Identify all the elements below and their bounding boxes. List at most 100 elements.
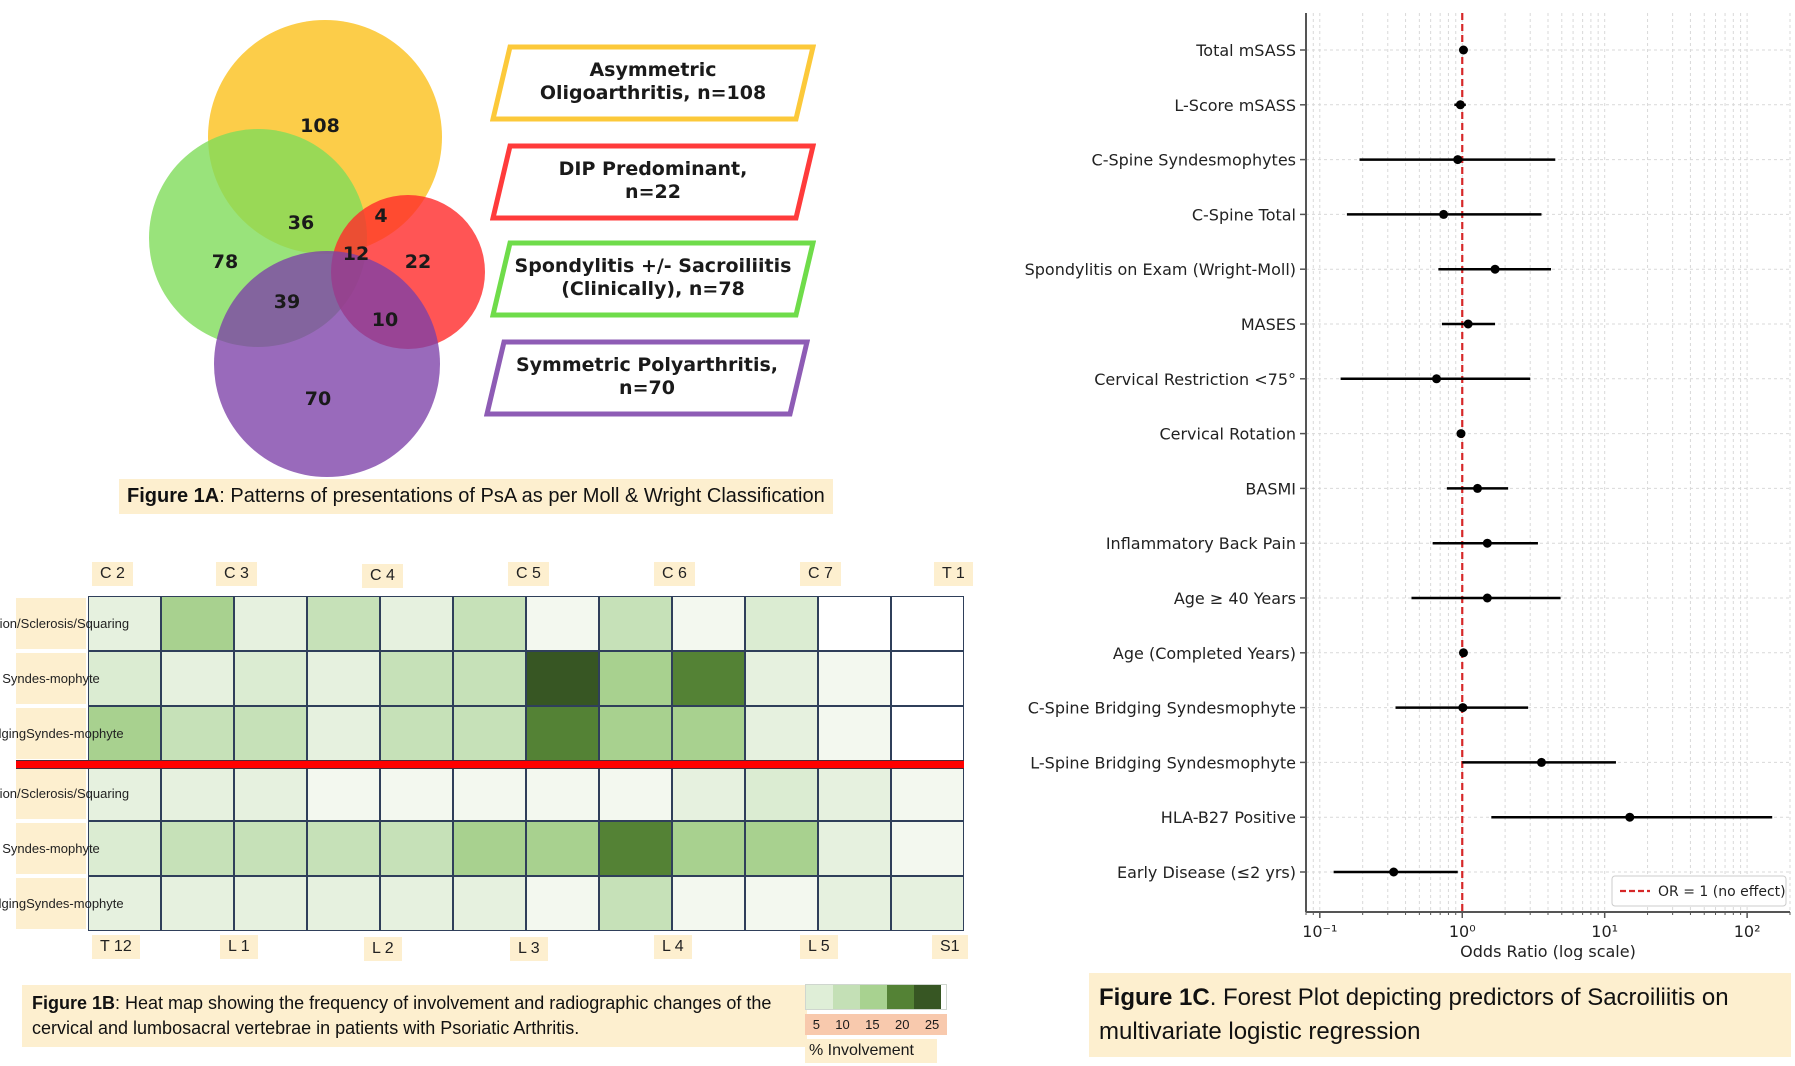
venn-legend-text: Asymmetric Oligoarthritis, n=108 [510, 59, 796, 105]
lumbar-heatmap-cell [818, 821, 891, 876]
forest-row-label: L-Spine Bridging Syndesmophyte [1030, 753, 1296, 772]
lumbar-heatmap-cell [453, 876, 526, 931]
forest-row-label: L-Score mSASS [1174, 96, 1296, 115]
x-tick-label: 10² [1734, 922, 1761, 941]
cervical-heatmap-cell [234, 706, 307, 761]
cervical-heatmap-cell [672, 706, 745, 761]
odds-ratio-point [1439, 209, 1449, 219]
lumbar-vertebra-label: L 3 [510, 937, 548, 961]
venn-diagram: 108 36 4 78 12 22 39 10 70 [149, 20, 485, 477]
lumbar-heatmap-cell [380, 766, 453, 821]
cervical-heatmap-cell [526, 596, 599, 651]
odds-ratio-point [1432, 374, 1442, 384]
odds-ratio-point [1625, 812, 1635, 822]
odds-ratio-point [1536, 757, 1546, 767]
cervical-vertebra-label: C 5 [508, 562, 549, 586]
cervical-heatmap-cell [307, 706, 380, 761]
venn-label-dip: 22 [405, 251, 431, 273]
lumbar-heatmap-cell [891, 876, 964, 931]
venn-legend-box: Asymmetric Oligoarthritis, n=108 [490, 44, 816, 122]
lumbar-heatmap-cell [745, 876, 818, 931]
cervical-heatmap-cell [380, 596, 453, 651]
odds-ratio-point [1389, 867, 1399, 877]
venn-legend-line1: Spondylitis +/- Sacroiliitis [514, 255, 792, 277]
cervical-heatmap-cell [380, 706, 453, 761]
heatmap-legend-tick: 5 [812, 1017, 820, 1032]
forest-row-label: C-Spine Bridging Syndesmophyte [1028, 699, 1296, 718]
lumbar-heatmap-cell [672, 766, 745, 821]
lumbar-vertebra-label: T 12 [92, 935, 140, 959]
heatmap-legend: 5 10 15 20 25 % Involvement [805, 984, 947, 1063]
cervical-vertebra-label: C 4 [362, 564, 403, 588]
lumbar-heatmap-cell [526, 821, 599, 876]
venn-label-asym: 108 [300, 115, 340, 137]
lumbar-heatmap-cell [88, 766, 161, 821]
venn-legend-box: DIP Predominant, n=22 [490, 143, 816, 221]
heatmap-legend-swatch [887, 985, 914, 1009]
lumbar-heatmap-cell [745, 821, 818, 876]
figure-1a-caption: Figure 1A: Patterns of presentations of … [119, 479, 833, 514]
cervical-heatmap-cell [307, 596, 380, 651]
heatmap-legend-swatch [914, 985, 941, 1009]
venn-legend-line2: n=22 [625, 181, 681, 203]
figure-1c-caption-text: . Forest Plot depicting predictors of Sa… [1099, 984, 1729, 1045]
figure-1b-caption-bold: Figure 1B [32, 993, 116, 1013]
venn-label-asym-spond: 36 [288, 212, 314, 234]
heatmap-legend-swatch [806, 985, 833, 1009]
odds-ratio-point [1490, 264, 1500, 274]
venn-label-sym: 70 [305, 388, 331, 410]
venn-legend-box: Spondylitis +/- Sacroiliitis (Clinically)… [490, 240, 816, 318]
venn-legend-text: Spondylitis +/- Sacroiliitis (Clinically)… [510, 255, 796, 301]
venn-label-spond-sym: 39 [274, 291, 300, 313]
figure-1a-caption-text: : Patterns of presentations of PsA as pe… [219, 485, 825, 507]
odds-ratio-point [1453, 155, 1463, 165]
odds-ratio-point [1482, 538, 1492, 548]
cervical-heatmap-cell [891, 706, 964, 761]
x-tick-label: 10⁻¹ [1302, 922, 1337, 941]
heatmap-legend-tick: 15 [865, 1017, 880, 1032]
figure-1b-caption-text: : Heat map showing the frequency of invo… [32, 993, 772, 1038]
cervical-lumbar-separator [16, 760, 964, 769]
lumbar-heatmap-cell [161, 766, 234, 821]
lumbar-heatmap-cell [161, 876, 234, 931]
heatmap-legend-tick: 25 [924, 1017, 940, 1032]
lumbar-heatmap-cell [599, 876, 672, 931]
figure-1c-caption: Figure 1C. Forest Plot depicting predict… [1089, 973, 1791, 1057]
odds-ratio-point [1458, 703, 1468, 713]
lumbar-heatmap-cell [453, 766, 526, 821]
cervical-heatmap-cell [526, 651, 599, 706]
cervical-heatmap-cell [745, 596, 818, 651]
heatmap-legend-tick: 20 [894, 1017, 910, 1032]
cervical-vertebra-label: C 3 [216, 562, 257, 586]
lumbar-heatmap-cell [818, 766, 891, 821]
lumbar-vertebra-label: S1 [932, 935, 968, 959]
cervical-vertebra-label: C 6 [654, 562, 695, 586]
forest-row-label: HLA-B27 Positive [1161, 808, 1296, 827]
lumbar-vertebra-label: L 5 [800, 935, 838, 959]
forest-row-label: Early Disease (≤2 yrs) [1117, 863, 1296, 882]
forest-row-label: Cervical Rotation [1159, 425, 1296, 444]
forest-row-label: Inflammatory Back Pain [1106, 534, 1296, 553]
cervical-heatmap-cell [88, 651, 161, 706]
venn-legend-outline [490, 143, 816, 221]
cervical-vertebra-label: C 7 [800, 562, 841, 586]
cervical-heatmap-cell [745, 651, 818, 706]
cervical-heatmap-cell [161, 706, 234, 761]
cervical-heatmap-cell [599, 651, 672, 706]
forest-legend-label: OR = 1 (no effect) [1658, 884, 1786, 900]
cervical-heatmap-cell [453, 651, 526, 706]
odds-ratio-point [1463, 319, 1473, 329]
cervical-heatmap-cell [453, 596, 526, 651]
lumbar-heatmap-cell [453, 821, 526, 876]
lumbar-heatmap-row-label: Erosion/Sclerosis/Squaring [0, 768, 129, 819]
venn-legend-line2: n=70 [619, 377, 675, 399]
heatmap-legend-tick: 10 [835, 1017, 850, 1032]
heatmap-legend-swatch [860, 985, 887, 1009]
lumbar-heatmap-cell [380, 876, 453, 931]
venn-legend-line1: Asymmetric [589, 59, 717, 81]
odds-ratio-point [1473, 483, 1483, 493]
cervical-heatmap-cell [672, 596, 745, 651]
lumbar-heatmap-cell [234, 876, 307, 931]
figure-1c-caption-bold: Figure 1C [1099, 984, 1210, 1011]
lumbar-heatmap-cell [526, 766, 599, 821]
